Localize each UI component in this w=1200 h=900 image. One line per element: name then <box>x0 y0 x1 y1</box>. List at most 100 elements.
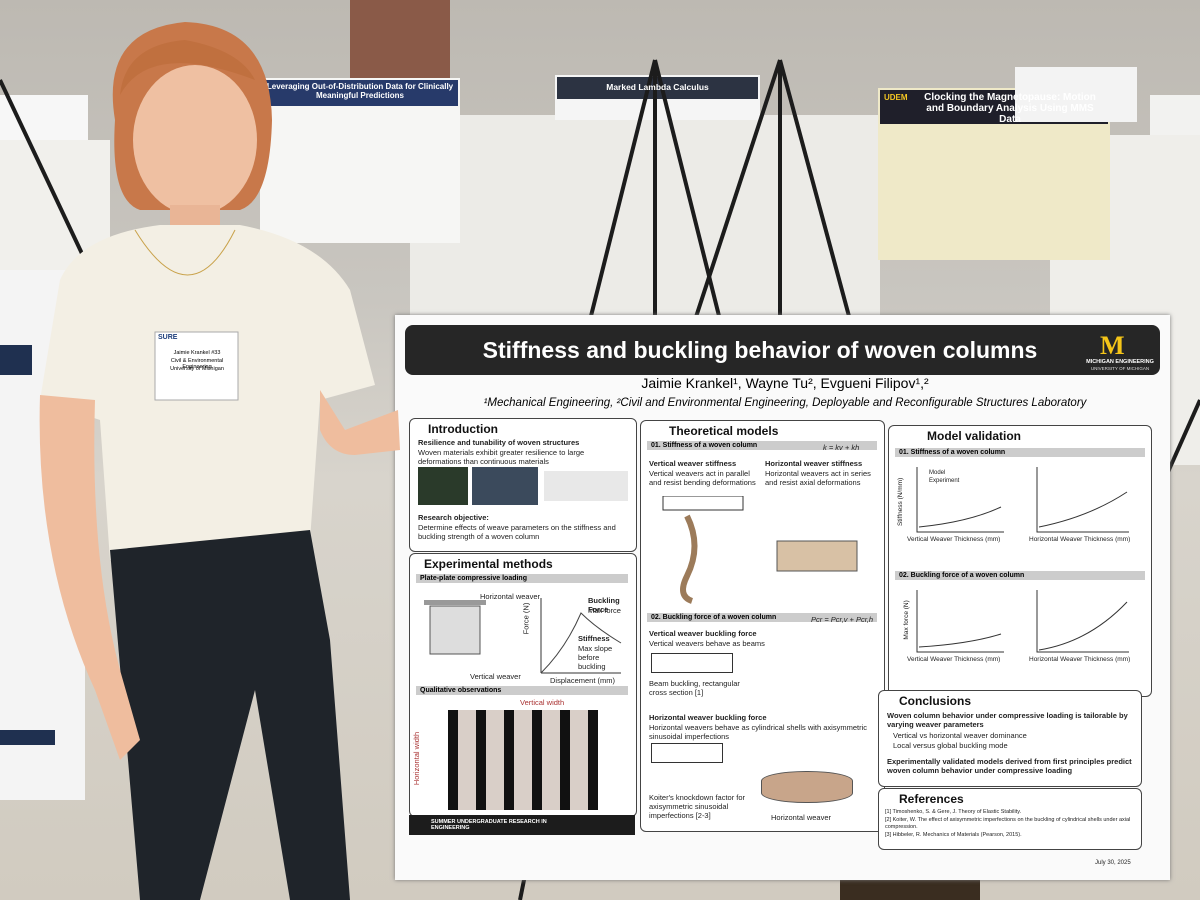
bullet: Woven materials exhibit greater resilien… <box>418 448 585 466</box>
formula-box <box>651 743 723 763</box>
bg-poster-title: Marked Lambda Calculus <box>606 82 709 92</box>
y-label: Stiffness (N/mm) <box>897 477 905 527</box>
left-poster-bar <box>0 730 55 745</box>
left-arm <box>39 395 140 760</box>
heading: Theoretical models <box>669 424 779 438</box>
legend-entry: Model <box>929 470 946 476</box>
subheading: 02. Buckling force of a woven column <box>895 571 1145 580</box>
bullet: Local versus global buckling mode <box>893 741 1008 750</box>
pants <box>110 530 350 900</box>
references-box: References [1] Timoshenko, S. & Gere, J.… <box>878 788 1142 850</box>
reference: [3] Hibbeler, R. Mechanics of Materials … <box>885 832 1022 838</box>
heading: Experimental methods <box>424 557 553 571</box>
heading: Conclusions <box>899 694 972 708</box>
label: Max force <box>588 606 621 615</box>
figure <box>472 467 538 505</box>
bg-poster-title: Leveraging Out-of-Distribution Data for … <box>266 82 454 100</box>
validation-plots <box>916 467 1129 653</box>
subheading: Qualitative observations <box>416 686 628 695</box>
subheading: 01. Stiffness of a woven column <box>647 441 877 450</box>
name-badge <box>154 331 239 401</box>
necklace <box>134 229 236 276</box>
stiffness-diagram <box>662 496 858 604</box>
axes <box>1036 590 1129 653</box>
curve <box>540 612 622 674</box>
right-arm <box>320 390 400 455</box>
reference: [2] Koiter, W. The effect of axisymmetri… <box>885 817 1131 830</box>
subheading: Resilience and tunability of woven struc… <box>418 438 580 447</box>
heading: Introduction <box>428 422 498 436</box>
poster: Stiffness and buckling behavior of woven… <box>395 315 1170 880</box>
poster-title: Stiffness and buckling behavior of woven… <box>482 337 1038 363</box>
x-label: Vertical Weaver Thickness (mm) <box>907 656 1001 663</box>
logo-m: M <box>1100 331 1125 360</box>
date: July 30, 2025 <box>1095 860 1131 866</box>
formula-box <box>662 496 744 511</box>
label: Vertical weaver buckling force <box>649 629 757 638</box>
y-label: Max force (N) <box>902 600 910 640</box>
plate <box>424 600 486 605</box>
label: Horizontal weaver <box>480 592 541 601</box>
footer-bar <box>409 815 635 835</box>
intro-box: Introduction Resilience and tunability o… <box>409 418 637 552</box>
board <box>410 115 880 315</box>
x-label: Vertical Weaver Thickness (mm) <box>907 536 1001 543</box>
validation-box: Model validation 01. Stiffness of a wove… <box>888 425 1152 697</box>
logo-text: MICHIGAN ENGINEERING <box>1086 359 1154 365</box>
affiliations: ¹Mechanical Engineering, ²Civil and Envi… <box>483 397 1087 409</box>
y-label: Force (N) <box>521 602 531 635</box>
equation: Pcr = Pcr,v + Pcr,h <box>811 615 874 624</box>
axes <box>916 590 1004 653</box>
note: Koiter's knockdown factor for axisymmetr… <box>649 793 746 820</box>
bg-poster-tag: UDEM <box>884 93 908 102</box>
model-curve <box>918 633 1002 648</box>
note: Beam buckling, rectangular cross section… <box>649 679 740 697</box>
easel-leg <box>693 59 782 321</box>
axes <box>1036 467 1129 533</box>
badge-name: Jaimie Krankel #33 <box>173 350 221 356</box>
label: Max slope before buckling <box>578 644 613 671</box>
label: Horizontal weaver <box>771 813 832 822</box>
bg-poster <box>0 95 88 140</box>
text: Experimentally validated models derived … <box>887 757 1132 775</box>
brick-pillar <box>350 0 450 80</box>
easel-leg <box>588 59 657 321</box>
bg-poster-header <box>557 77 758 99</box>
text: Woven column behavior under compressive … <box>887 711 1128 729</box>
subheading: 01. Stiffness of a woven column <box>895 448 1145 457</box>
heading: References <box>899 792 964 806</box>
model-curve <box>918 506 1002 528</box>
objective-label: Research objective: <box>418 513 489 522</box>
label: Stiffness <box>578 634 610 643</box>
face <box>133 65 257 215</box>
text: Horizontal weavers act in series and res… <box>765 469 871 487</box>
formula-box <box>651 653 733 673</box>
weaver <box>776 540 858 572</box>
axes <box>916 467 1004 533</box>
theory-box: Theoretical models 01. Stiffness of a wo… <box>640 420 885 832</box>
label: Horizontal weaver stiffness <box>765 459 863 468</box>
label: Vertical width <box>520 698 565 707</box>
easel-leg <box>0 79 87 261</box>
x-label: Displacement (mm) <box>550 676 616 685</box>
bg-poster <box>1015 67 1137 122</box>
reference: [1] Timoshenko, S. & Gere, J. Theory of … <box>885 809 1022 815</box>
equation: k = kv + kh <box>823 443 860 452</box>
x-label: Horizontal Weaver Thickness (mm) <box>1029 536 1131 543</box>
methods-box: Experimental methods Plate-plate compres… <box>409 553 637 817</box>
x-label: Horizontal Weaver Thickness (mm) <box>1029 656 1131 663</box>
shell <box>761 771 853 803</box>
model-curve <box>1038 601 1128 651</box>
logo-sub: UNIVERSITY OF MICHIGAN <box>1090 366 1150 371</box>
easel-leg <box>778 59 852 321</box>
methods-diagram <box>424 598 622 674</box>
subheading: 02. Buckling force of a woven column <box>647 613 877 622</box>
heading: Model validation <box>927 429 1022 443</box>
specimen <box>429 605 481 655</box>
person <box>39 22 400 900</box>
subheading: Plate-plate compressive loading <box>416 574 628 583</box>
text: Vertical weavers behave as beams <box>649 639 765 648</box>
text: Horizontal weavers behave as cylindrical… <box>649 723 867 741</box>
